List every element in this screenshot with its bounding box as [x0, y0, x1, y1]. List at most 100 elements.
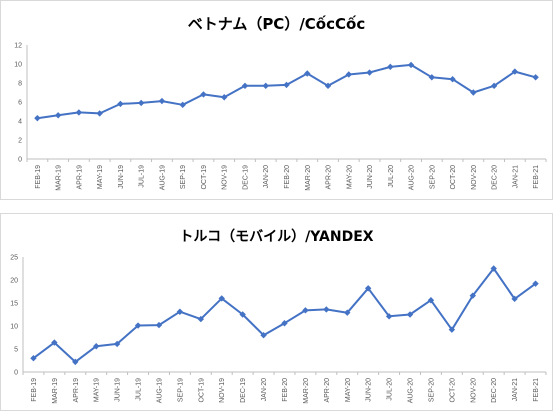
x-tick-label: DEC-20: [491, 378, 498, 403]
x-tick-label: JUL-19: [136, 378, 143, 401]
chart-title: トルコ（モバイル）/YANDEX: [179, 229, 374, 245]
series-line: [37, 63, 536, 120]
data-point: [364, 285, 372, 292]
data-point: [366, 69, 373, 76]
data-point: [490, 265, 497, 272]
x-tick-label: JUN-19: [118, 165, 125, 189]
x-tick-label: DEC-20: [492, 165, 499, 190]
chart-title: ベトナム（PC）/CốcCốc: [187, 15, 366, 33]
y-tick-label: 25: [10, 255, 18, 262]
data-point: [448, 326, 456, 333]
data-point: [260, 332, 267, 339]
x-tick-label: AUG-19: [159, 165, 166, 190]
data-point: [281, 320, 288, 327]
data-point: [470, 89, 477, 96]
x-tick-label: MAY-19: [97, 165, 104, 189]
data-point: [345, 71, 352, 78]
y-tick-label: 0: [18, 157, 22, 164]
data-point: [96, 110, 103, 117]
x-tick-label: AUG-20: [408, 378, 415, 403]
data-point: [428, 74, 436, 81]
data-point: [239, 311, 246, 318]
x-tick-label: JAN-21: [512, 165, 519, 188]
x-tick-label: JUN-20: [366, 378, 373, 402]
x-tick-label: MAR-20: [303, 378, 310, 404]
chart-panel-vietnam: ベトナム（PC）/CốcCốc 0 2 4 6 8 10 12 FEB-19 MAR-19 APR…: [0, 0, 553, 200]
x-tick-label: FEB-19: [31, 378, 38, 402]
x-tick-label: DEC-19: [242, 165, 249, 190]
data-point: [532, 74, 539, 81]
data-point: [72, 358, 79, 366]
x-tick-label: JUL-19: [139, 165, 146, 188]
data-point: [218, 295, 225, 302]
x-tick-label: FEB-21: [533, 165, 540, 189]
data-point: [176, 308, 184, 315]
x-tick-label: MAY-19: [94, 378, 101, 402]
data-point: [30, 355, 37, 362]
x-tick-label: MAY-20: [346, 165, 353, 189]
y-tick-label: 10: [10, 324, 18, 331]
x-tick-label: JUN-19: [115, 378, 122, 402]
series-line: [32, 267, 537, 363]
x-tick-label: DEC-19: [240, 378, 247, 403]
data-point: [469, 292, 476, 299]
chart-panel-turkey: トルコ（モバイル）/YANDEX 0 5 10 15 20 25 FEB-19 MAR-19 A…: [0, 213, 553, 411]
data-point: [155, 321, 163, 329]
data-point: [158, 97, 166, 105]
y-tick-label: 4: [18, 119, 22, 126]
data-point: [179, 101, 186, 109]
y-tick-label: 15: [10, 301, 18, 308]
x-tick-label: MAR-19: [56, 165, 63, 191]
x-tick-label: NOV-20: [470, 378, 477, 403]
x-tick-label: SEP-19: [177, 378, 184, 402]
data-point: [241, 82, 249, 90]
x-tick-label: AUG-20: [409, 165, 416, 190]
y-tick-label: 0: [14, 370, 18, 377]
data-point: [197, 315, 205, 323]
data-point: [113, 340, 121, 348]
x-tick-label: SEP-19: [180, 165, 187, 189]
data-point: [54, 112, 62, 119]
x-tick-label: JAN-20: [263, 165, 270, 188]
data-point: [283, 81, 290, 89]
x-tick-label: JUL-20: [387, 378, 394, 401]
data-point: [221, 94, 228, 101]
x-tick-label: JUL-20: [388, 165, 395, 188]
data-point: [511, 68, 519, 75]
x-tick-label: APR-19: [76, 165, 83, 190]
data-point: [511, 295, 518, 303]
x-tick-label: FEB-19: [35, 165, 42, 189]
x-tick-label: SEP-20: [428, 378, 435, 402]
y-tick-label: 10: [14, 62, 22, 69]
data-point: [51, 339, 58, 346]
x-tick-label: APR-19: [73, 378, 80, 403]
data-point: [532, 280, 539, 287]
x-tick-label: JAN-21: [512, 378, 519, 401]
x-tick-label: NOV-19: [222, 165, 229, 190]
data-point: [323, 306, 330, 313]
data-point: [449, 76, 456, 83]
x-tick-label: FEB-20: [284, 165, 291, 189]
data-point: [262, 82, 269, 90]
x-tick-label: NOV-20: [471, 165, 478, 190]
data-point: [407, 61, 415, 69]
data-point: [344, 309, 351, 316]
x-tick-label: SEP-20: [429, 165, 436, 189]
x-tick-label: APR-20: [326, 165, 333, 190]
chart-vietnam-plot: 0 2 4 6 8 10 12 FEB-19 MAR-19 APR-19 MAY-19 JUN-19 J…: [14, 43, 547, 191]
x-tick-label: AUG-19: [156, 378, 163, 403]
x-tick-label: NOV-19: [219, 378, 226, 403]
data-point: [406, 311, 414, 318]
data-point: [490, 82, 498, 90]
data-point: [304, 70, 311, 77]
y-tick-label: 5: [14, 347, 18, 354]
data-point: [137, 99, 145, 107]
y-tick-label: 12: [14, 43, 22, 50]
data-point: [117, 100, 124, 108]
y-tick-label: 6: [18, 100, 22, 107]
x-tick-label: MAR-19: [52, 378, 59, 404]
x-tick-label: JAN-20: [261, 378, 268, 401]
data-point: [302, 307, 309, 314]
data-point: [34, 114, 41, 122]
data-point: [387, 63, 394, 71]
